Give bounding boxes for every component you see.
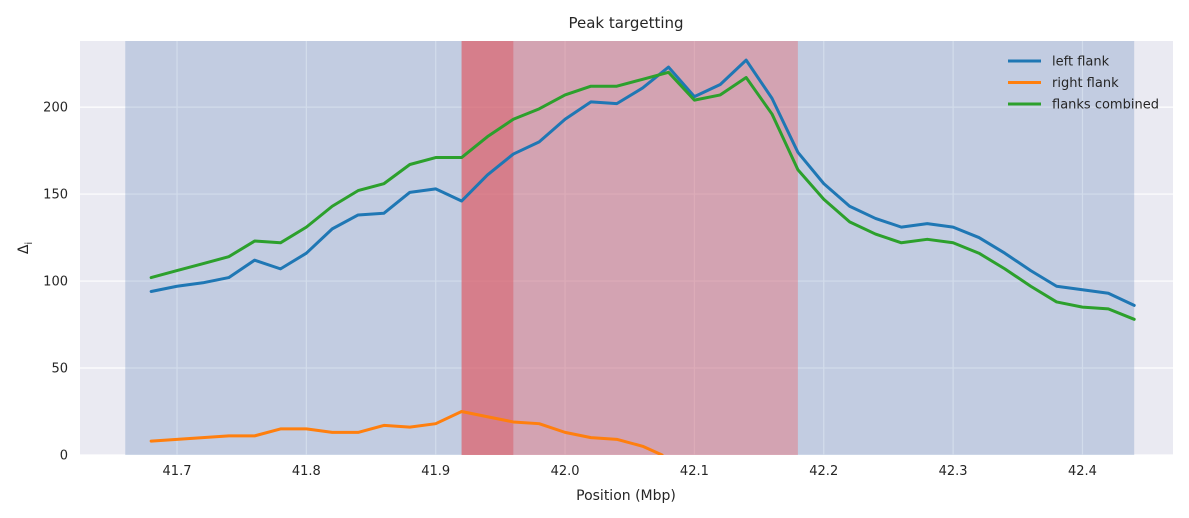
series-line-left-flank xyxy=(149,58,1136,307)
legend: left flank right flank flanks combined xyxy=(1008,55,1159,113)
shaded-region-1 xyxy=(461,41,798,455)
shaded-region-2 xyxy=(461,41,514,455)
x-tick-label-2: 41.9 xyxy=(421,464,450,479)
series-line-flanks-combined xyxy=(149,70,1136,321)
x-tick-label-5: 42.2 xyxy=(809,464,838,479)
y-tick-label-0: 0 xyxy=(60,449,68,464)
series-line-right-flank xyxy=(149,410,664,455)
x-tick-label-3: 42.0 xyxy=(551,464,580,479)
x-axis-label: Position (Mbp) xyxy=(576,488,676,504)
y-axis-label: Δi xyxy=(16,242,35,254)
regions xyxy=(125,41,1135,455)
x-tick-label-0: 41.7 xyxy=(163,464,192,479)
legend-label-0: left flank xyxy=(1052,55,1110,70)
legend-label-1: right flank xyxy=(1052,76,1119,91)
y-tick-label-3: 150 xyxy=(43,188,68,203)
y-tick-label-1: 50 xyxy=(51,362,68,377)
legend-label-2: flanks combined xyxy=(1052,98,1159,113)
y-tick-labels: 0 50 100 150 200 xyxy=(43,101,68,464)
y-tick-label-2: 100 xyxy=(43,275,68,290)
x-tick-label-6: 42.3 xyxy=(939,464,968,479)
x-tick-label-7: 42.4 xyxy=(1068,464,1097,479)
chart-title: Peak targetting xyxy=(568,14,683,32)
grid xyxy=(80,41,1173,456)
plot-background xyxy=(80,41,1173,455)
series-lines xyxy=(149,58,1136,455)
x-tick-label-4: 42.1 xyxy=(680,464,709,479)
y-tick-label-4: 200 xyxy=(43,101,68,116)
x-tick-labels: 41.7 41.8 41.9 42.0 42.1 42.2 42.3 42.4 xyxy=(163,464,1097,479)
x-tick-label-1: 41.8 xyxy=(292,464,321,479)
